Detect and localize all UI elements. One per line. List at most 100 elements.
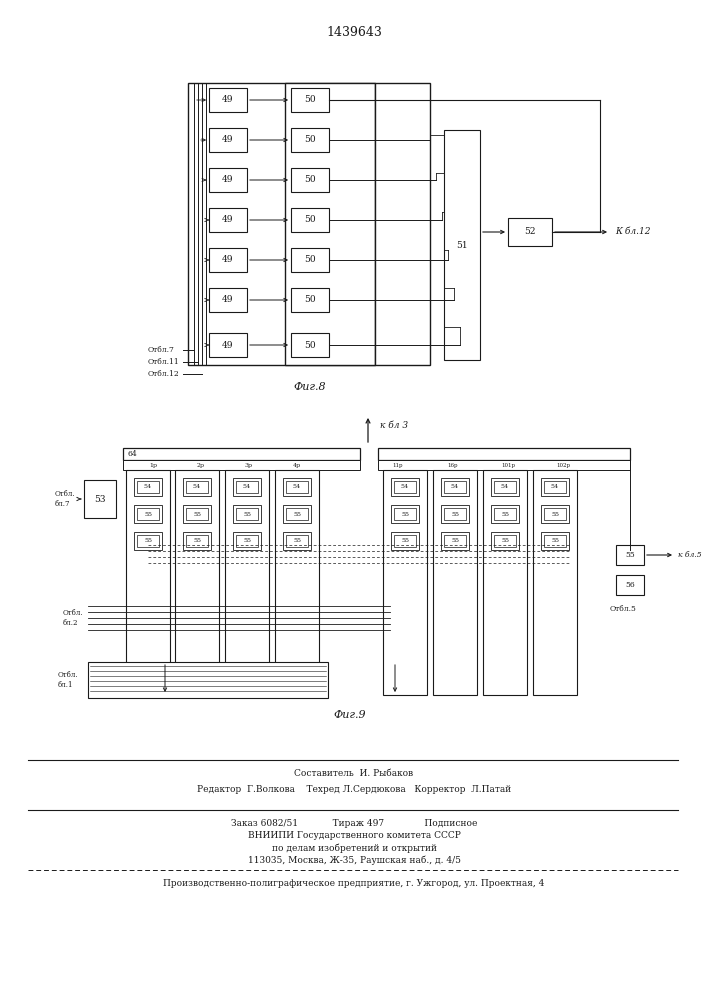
Bar xyxy=(291,168,329,192)
Bar xyxy=(123,460,360,470)
Bar xyxy=(285,83,375,365)
Bar xyxy=(494,535,516,547)
Bar xyxy=(544,481,566,493)
Bar xyxy=(286,481,308,493)
Text: 55: 55 xyxy=(551,538,559,544)
Bar xyxy=(137,508,159,520)
Bar xyxy=(236,535,258,547)
Text: 102р: 102р xyxy=(556,462,570,468)
Bar xyxy=(283,532,311,550)
Text: 1р: 1р xyxy=(149,462,157,468)
Text: 50: 50 xyxy=(304,255,316,264)
Text: 55: 55 xyxy=(243,538,251,544)
Text: 101р: 101р xyxy=(501,462,515,468)
Text: Отбл.12: Отбл.12 xyxy=(148,370,180,378)
Bar xyxy=(137,481,159,493)
Text: Редактор  Г.Волкова    Техред Л.Сердюкова   Корректор  Л.Патай: Редактор Г.Волкова Техред Л.Сердюкова Ко… xyxy=(197,784,511,794)
Bar xyxy=(383,470,427,695)
Text: 55: 55 xyxy=(401,512,409,516)
Bar xyxy=(444,130,480,360)
Bar xyxy=(444,535,466,547)
Bar xyxy=(508,218,552,246)
Text: 55: 55 xyxy=(243,512,251,516)
Bar xyxy=(183,505,211,523)
Text: 49: 49 xyxy=(222,135,234,144)
Bar xyxy=(483,470,527,695)
Text: 55: 55 xyxy=(451,512,459,516)
Bar xyxy=(209,88,247,112)
Text: 50: 50 xyxy=(304,340,316,350)
Bar xyxy=(291,208,329,232)
Bar xyxy=(544,535,566,547)
Text: 50: 50 xyxy=(304,96,316,104)
Bar xyxy=(291,248,329,272)
Text: 4р: 4р xyxy=(293,462,301,468)
Bar xyxy=(491,532,519,550)
Bar xyxy=(183,478,211,496)
Bar xyxy=(209,168,247,192)
Bar xyxy=(494,508,516,520)
Text: 11р: 11р xyxy=(393,462,403,468)
Text: к бл 3: к бл 3 xyxy=(380,420,408,430)
Text: 50: 50 xyxy=(304,216,316,225)
Bar xyxy=(186,481,208,493)
Text: 50: 50 xyxy=(304,176,316,184)
Text: 53: 53 xyxy=(94,494,106,504)
Bar xyxy=(391,532,419,550)
Text: 49: 49 xyxy=(222,340,234,350)
Text: 54: 54 xyxy=(144,485,152,489)
Bar xyxy=(533,470,577,695)
Bar xyxy=(291,88,329,112)
Bar xyxy=(183,532,211,550)
Text: Отбл.
бл.2: Отбл. бл.2 xyxy=(63,609,83,627)
Text: 16р: 16р xyxy=(448,462,458,468)
Text: 56: 56 xyxy=(625,581,635,589)
Bar xyxy=(286,508,308,520)
Bar xyxy=(233,532,261,550)
Text: 52: 52 xyxy=(525,228,536,236)
Bar xyxy=(209,208,247,232)
Bar xyxy=(616,545,644,565)
Text: 54: 54 xyxy=(451,485,459,489)
Text: 55: 55 xyxy=(293,538,301,544)
Bar xyxy=(186,508,208,520)
Text: Фиг.8: Фиг.8 xyxy=(293,382,327,392)
Bar xyxy=(209,288,247,312)
Bar xyxy=(134,532,162,550)
Text: 113035, Москва, Ж-35, Раушская наб., д. 4/5: 113035, Москва, Ж-35, Раушская наб., д. … xyxy=(247,855,460,865)
Text: 55: 55 xyxy=(451,538,459,544)
Bar xyxy=(494,481,516,493)
Text: 55: 55 xyxy=(551,512,559,516)
Bar xyxy=(236,508,258,520)
Bar xyxy=(391,505,419,523)
Text: К бл.12: К бл.12 xyxy=(615,228,650,236)
Text: 54: 54 xyxy=(401,485,409,489)
Text: 1439643: 1439643 xyxy=(326,25,382,38)
Bar xyxy=(394,481,416,493)
Text: Производственно-полиграфическое предприятие, г. Ужгород, ул. Проектная, 4: Производственно-полиграфическое предприя… xyxy=(163,880,544,888)
Bar xyxy=(88,662,328,698)
Text: Отбл.11: Отбл.11 xyxy=(148,358,180,366)
Bar xyxy=(433,470,477,695)
Bar xyxy=(616,575,644,595)
Text: 49: 49 xyxy=(222,176,234,184)
Bar xyxy=(126,470,170,695)
Text: 54: 54 xyxy=(551,485,559,489)
Text: Отбл.5: Отбл.5 xyxy=(610,605,637,613)
Text: 54: 54 xyxy=(501,485,509,489)
Bar xyxy=(394,535,416,547)
Text: 55: 55 xyxy=(144,538,152,544)
Bar xyxy=(378,460,630,470)
Bar xyxy=(491,505,519,523)
Text: к бл.5: к бл.5 xyxy=(678,551,701,559)
Text: 51: 51 xyxy=(456,240,468,249)
Text: Отбл.7: Отбл.7 xyxy=(148,346,175,354)
Text: 55: 55 xyxy=(501,538,509,544)
Text: Отбл.: Отбл. xyxy=(55,490,76,498)
Bar xyxy=(186,535,208,547)
Text: 50: 50 xyxy=(304,296,316,304)
Bar xyxy=(441,505,469,523)
Bar xyxy=(233,505,261,523)
Bar xyxy=(441,532,469,550)
Bar xyxy=(541,532,569,550)
